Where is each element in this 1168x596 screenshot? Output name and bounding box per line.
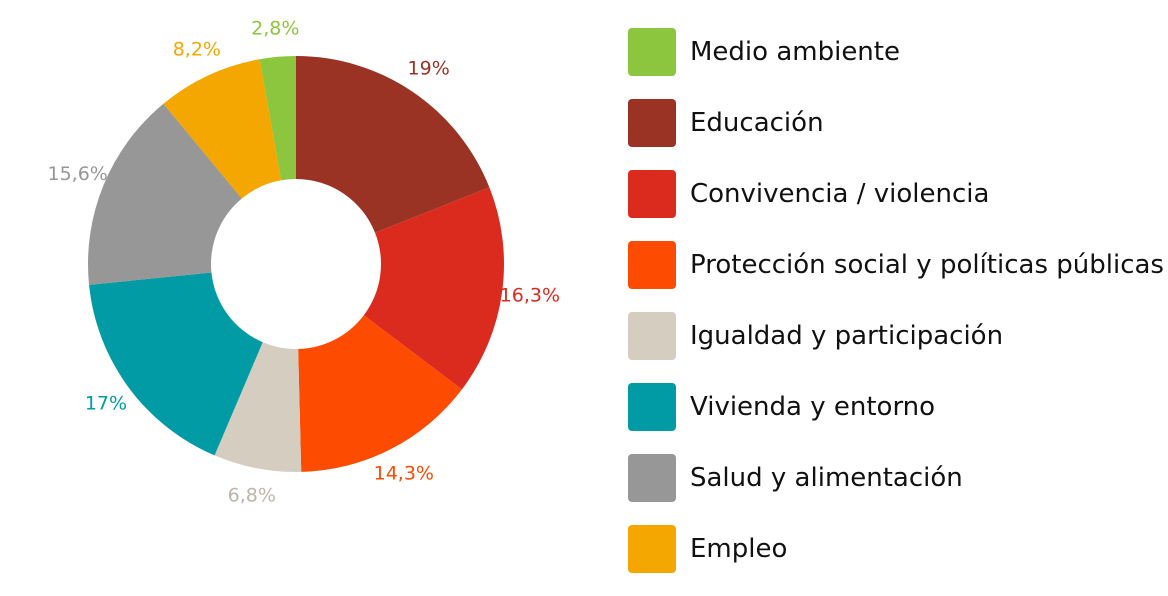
slice-labels: 2,8% 19% 16,3% 14,3% 6,8% 17% 15,6% 8,2% [48,17,561,506]
legend-label: Empleo [690,534,788,564]
legend-item-3: Protección social y políticas públicas [628,241,1168,289]
donut-chart: 2,8% 19% 16,3% 14,3% 6,8% 17% 15,6% 8,2% [48,17,561,506]
slice-label-2: 16,3% [500,284,560,306]
slice-0 [259,56,296,181]
slice-7 [163,59,282,199]
legend-label: Salud y alimentación [690,463,963,493]
legend-item-1: Educación [628,99,1168,147]
slice-5 [89,272,263,456]
legend-swatch [628,312,676,360]
legend-item-6: Salud y alimentación [628,454,1168,502]
legend-swatch [628,383,676,431]
legend-swatch [628,241,676,289]
slice-4 [214,342,302,472]
legend-swatch [628,170,676,218]
legend-item-5: Vivienda y entorno [628,383,1168,431]
slice-label-0: 2,8% [251,17,299,39]
legend-label: Educación [690,108,824,138]
slice-label-4: 6,8% [228,484,276,506]
legend-swatch [628,99,676,147]
legend-swatch [628,454,676,502]
legend-item-0: Medio ambiente [628,28,1168,76]
slice-label-7: 8,2% [173,38,221,60]
legend: Medio ambiente Educación Convivencia / vio… [628,28,1168,596]
slice-1 [296,56,490,233]
slice-3 [298,315,462,472]
slice-2 [363,187,504,390]
slice-label-1: 19% [408,57,450,79]
legend-swatch [628,28,676,76]
donut-slices [88,56,504,472]
legend-swatch [628,525,676,573]
slice-6 [88,103,242,285]
legend-item-7: Empleo [628,525,1168,573]
legend-item-2: Convivencia / violencia [628,170,1168,218]
slice-label-5: 17% [85,392,127,414]
legend-label: Medio ambiente [690,37,900,67]
legend-label: Convivencia / violencia [690,179,990,209]
slice-label-6: 15,6% [48,163,108,185]
slice-label-3: 14,3% [374,462,434,484]
legend-item-4: Igualdad y participación [628,312,1168,360]
legend-label: Igualdad y participación [690,321,1004,351]
legend-label: Protección social y políticas públicas [690,250,1164,280]
legend-label: Vivienda y entorno [690,392,936,422]
